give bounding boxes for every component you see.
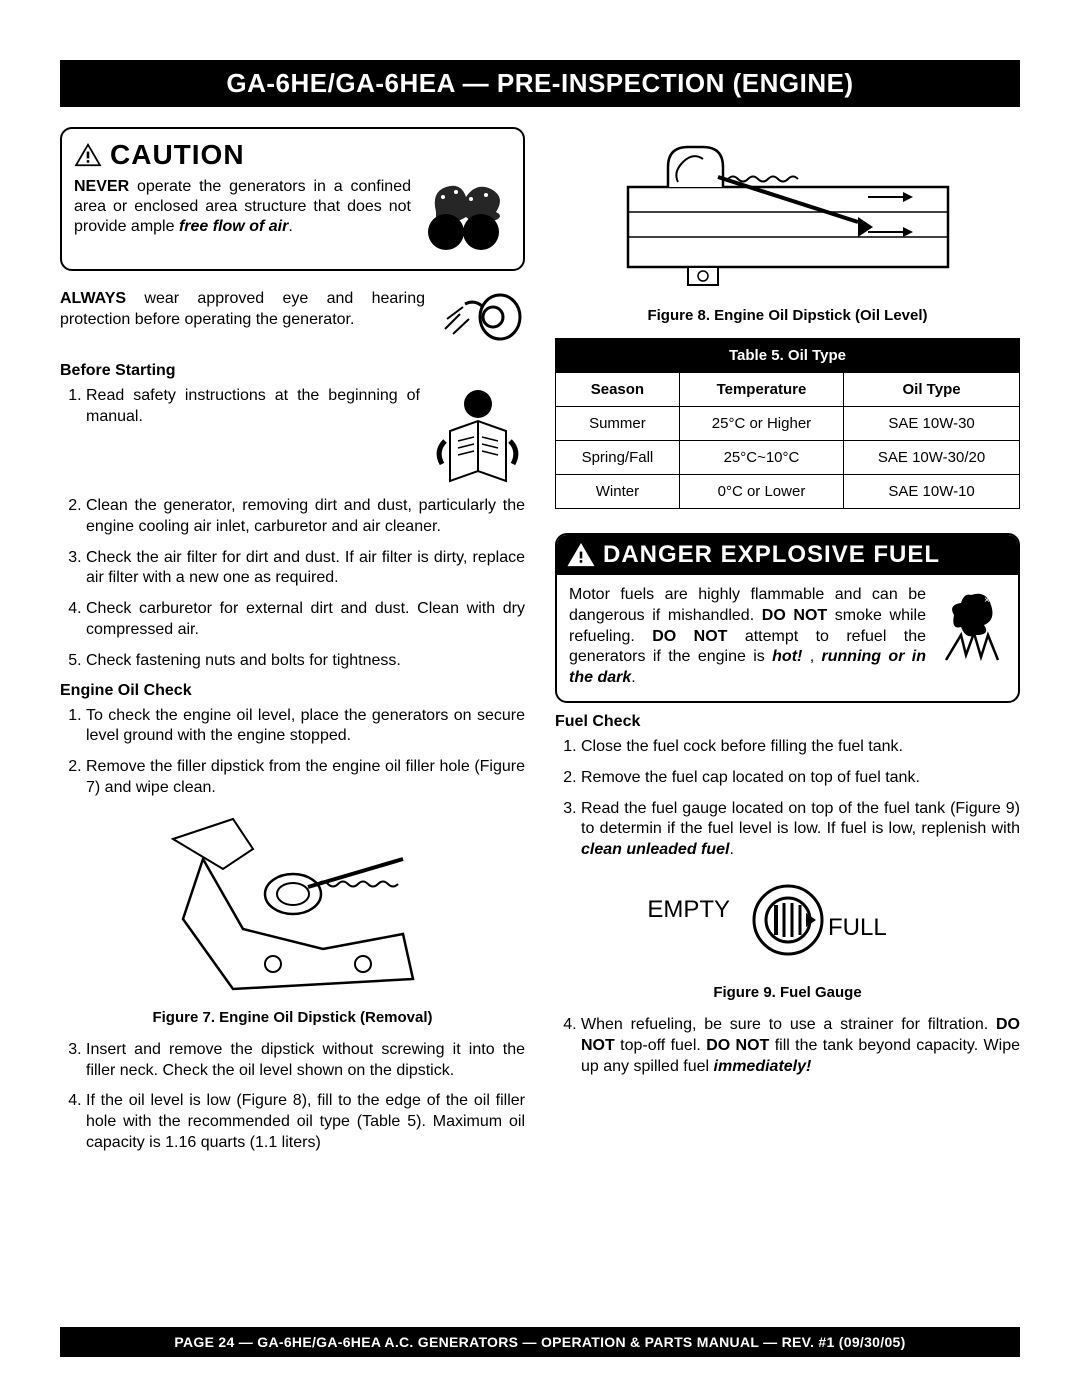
table-header: Oil Type [844,373,1020,407]
table-header: Temperature [679,373,843,407]
list-item: Remove the fuel cap located on top of fu… [581,768,1020,789]
list-item: Read the fuel gauge located on top of th… [581,799,1020,861]
svg-text:×: × [984,595,990,606]
figure-8-image [608,137,968,297]
table-cell: Summer [556,407,680,441]
warning-triangle-icon [74,143,102,167]
right-column: Figure 8. Engine Oil Dipstick (Oil Level… [555,127,1020,1164]
list-item: Check carburetor for external dirt and d… [86,599,525,641]
figure-7-image [143,809,443,999]
figure-9-caption: Figure 9. Fuel Gauge [555,984,1020,1001]
table-cell: SAE 10W-30 [844,407,1020,441]
table-cell: Spring/Fall [556,441,680,475]
oil-check-heading: Engine Oil Check [60,682,525,700]
caution-box: CAUTION NEVER operate the generators in … [60,127,525,271]
page-title: GA-6HE/GA-6HEA — PRE-INSPECTION (ENGINE) [60,60,1020,107]
footer-bar: PAGE 24 — GA-6HE/GA-6HEA A.C. GENERATORS… [60,1327,1020,1357]
list-item: Insert and remove the dipstick without s… [86,1040,525,1082]
danger-box: DANGER EXPLOSIVE FUEL Motor fuels are hi… [555,533,1020,703]
always-row: ALWAYS wear approved eye and hearing pro… [60,289,525,344]
reading-manual-icon [430,386,525,496]
before-heading: Before Starting [60,362,525,380]
danger-text: Motor fuels are highly flammable and can… [569,585,926,689]
list-item: Check fastening nuts and bolts for tight… [86,651,525,672]
table-header: Season [556,373,680,407]
oil-type-table: Table 5. Oil Type Season Temperature Oil… [555,338,1020,509]
list-item: Remove the filler dipstick from the engi… [86,757,525,799]
table-cell: 25°C or Higher [679,407,843,441]
list-item: To check the engine oil level, place the… [86,706,525,748]
table-cell: 0°C or Lower [679,475,843,509]
ppe-icon [435,289,525,344]
table-cell: Winter [556,475,680,509]
list-item: Close the fuel cock before filling the f… [581,737,1020,758]
list-item: Read safety instructions at the beginnin… [86,386,420,428]
explosion-icon: × [936,585,1006,665]
gauge-full-label: FULL [828,914,887,941]
table-cell: SAE 10W-30/20 [844,441,1020,475]
gauge-empty-label: EMPTY [648,896,730,923]
table-cell: SAE 10W-10 [844,475,1020,509]
fumes-icon [421,177,511,257]
figure-9-image: EMPTY FULL [555,875,1020,970]
list-item: Clean the generator, removing dirt and d… [86,496,525,538]
list-item: Check the air filter for dirt and dust. … [86,548,525,590]
table-cell: 25°C~10°C [679,441,843,475]
left-column: CAUTION NEVER operate the generators in … [60,127,525,1164]
danger-label: DANGER EXPLOSIVE FUEL [603,541,940,569]
warning-triangle-icon [567,543,595,567]
list-item: If the oil level is low (Figure 8), fill… [86,1091,525,1153]
caution-label: CAUTION [110,139,245,171]
table-title: Table 5. Oil Type [556,339,1020,373]
figure-8-caption: Figure 8. Engine Oil Dipstick (Oil Level… [555,307,1020,324]
fuel-check-heading: Fuel Check [555,713,1020,731]
caution-text: NEVER operate the generators in a confin… [74,177,411,237]
figure-7-caption: Figure 7. Engine Oil Dipstick (Removal) [60,1009,525,1026]
list-item: When refueling, be sure to use a straine… [581,1015,1020,1077]
